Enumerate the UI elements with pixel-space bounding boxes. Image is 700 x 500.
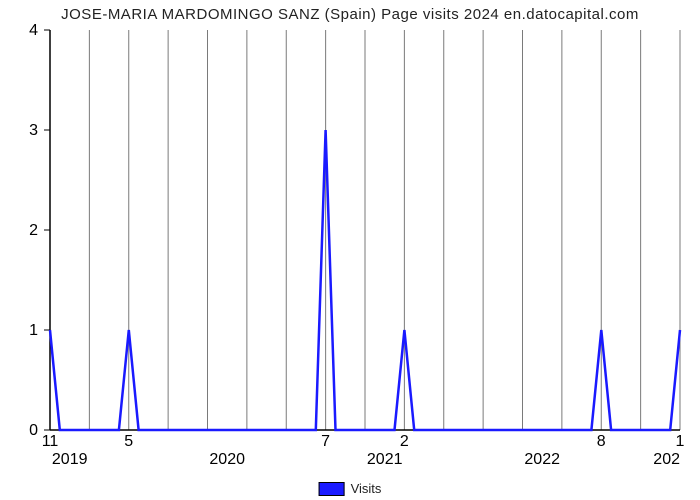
visits-chart: 0 1 2 3 4 11 5 7 2 8 1 2019 2020 2021 2022 202 [0,0,700,500]
svg-text:5: 5 [124,433,133,450]
legend: Visits [319,481,382,496]
svg-text:2022: 2022 [524,451,560,468]
svg-text:2021: 2021 [367,451,403,468]
svg-text:2: 2 [400,433,409,450]
svg-text:1: 1 [29,322,38,339]
svg-text:1: 1 [676,433,685,450]
svg-text:7: 7 [321,433,330,450]
svg-text:2020: 2020 [209,451,245,468]
svg-text:202: 202 [653,451,680,468]
legend-swatch [319,482,345,496]
chart-title: JOSE-MARIA MARDOMINGO SANZ (Spain) Page … [0,6,700,23]
svg-text:11: 11 [42,433,59,450]
svg-text:2: 2 [29,222,38,239]
svg-text:0: 0 [29,422,38,439]
legend-label: Visits [351,481,382,496]
svg-text:8: 8 [597,433,606,450]
svg-text:3: 3 [29,122,38,139]
svg-text:4: 4 [29,22,38,39]
svg-text:2019: 2019 [52,451,88,468]
